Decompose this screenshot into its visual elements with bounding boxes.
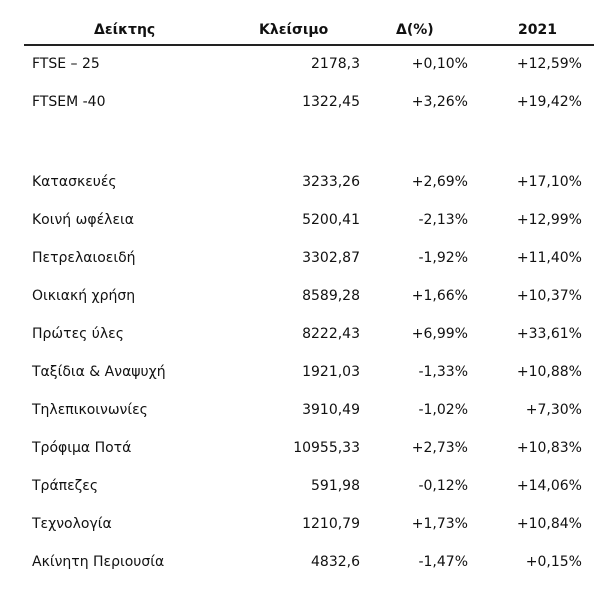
group-spacer	[24, 124, 594, 166]
row-index-name: FTSEM -40	[32, 94, 106, 110]
table-row: Πετρελαιοειδή 3302,87 -1,92% +11,40%	[24, 242, 594, 280]
row-change-value: +1,73%	[411, 516, 468, 532]
row-change-value: -0,12%	[418, 478, 468, 494]
row-ytd-value: +10,83%	[516, 440, 582, 456]
row-ytd-value: +33,61%	[516, 326, 582, 342]
main-indices-group: FTSE – 25 2178,3 +0,10% +12,59% FTSEM -4…	[24, 46, 594, 124]
table-row: Ακίνητη Περιουσία 4832,6 -1,47% +0,15%	[24, 546, 594, 584]
row-change-value: -1,02%	[418, 402, 468, 418]
header-close: Κλείσιμο	[259, 22, 329, 38]
row-index-name: Τεχνολογία	[32, 516, 112, 532]
row-close-value: 1210,79	[302, 516, 360, 532]
row-index-name: Ακίνητη Περιουσία	[32, 554, 165, 570]
row-ytd-value: +0,15%	[525, 554, 582, 570]
row-ytd-value: +10,37%	[516, 288, 582, 304]
table-header: Δείκτης Κλείσιμο Δ(%) 2021	[24, 0, 594, 46]
row-change-value: +3,26%	[411, 94, 468, 110]
row-change-value: -1,33%	[418, 364, 468, 380]
row-change-value: -2,13%	[418, 212, 468, 228]
row-close-value: 3233,26	[302, 174, 360, 190]
row-close-value: 5200,41	[302, 212, 360, 228]
row-index-name: Τηλεπικοινωνίες	[32, 402, 148, 418]
row-ytd-value: +10,88%	[516, 364, 582, 380]
row-close-value: 3910,49	[302, 402, 360, 418]
table-row: Τρόφιμα Ποτά 10955,33 +2,73% +10,83%	[24, 432, 594, 470]
row-index-name: Τρόφιμα Ποτά	[32, 440, 132, 456]
row-close-value: 1322,45	[302, 94, 360, 110]
row-index-name: Πρώτες ύλες	[32, 326, 124, 342]
row-index-name: Οικιακή χρήση	[32, 288, 136, 304]
row-ytd-value: +19,42%	[516, 94, 582, 110]
row-ytd-value: +7,30%	[525, 402, 582, 418]
row-change-value: -1,92%	[418, 250, 468, 266]
row-close-value: 1921,03	[302, 364, 360, 380]
row-index-name: Πετρελαιοειδή	[32, 250, 136, 266]
header-change: Δ(%)	[396, 22, 434, 38]
table-row: FTSE – 25 2178,3 +0,10% +12,59%	[24, 48, 594, 86]
row-change-value: +2,69%	[411, 174, 468, 190]
row-ytd-value: +12,99%	[516, 212, 582, 228]
row-ytd-value: +11,40%	[516, 250, 582, 266]
row-change-value: +1,66%	[411, 288, 468, 304]
table-row: Τηλεπικοινωνίες 3910,49 -1,02% +7,30%	[24, 394, 594, 432]
row-change-value: +6,99%	[411, 326, 468, 342]
index-table: Δείκτης Κλείσιμο Δ(%) 2021 FTSE – 25 217…	[24, 0, 594, 584]
row-close-value: 591,98	[311, 478, 360, 494]
row-ytd-value: +14,06%	[516, 478, 582, 494]
table-row: FTSEM -40 1322,45 +3,26% +19,42%	[24, 86, 594, 124]
row-close-value: 3302,87	[302, 250, 360, 266]
table-row: Τεχνολογία 1210,79 +1,73% +10,84%	[24, 508, 594, 546]
row-index-name: Κατασκευές	[32, 174, 117, 190]
row-ytd-value: +10,84%	[516, 516, 582, 532]
table-row: Τράπεζες 591,98 -0,12% +14,06%	[24, 470, 594, 508]
sectors-group: Κατασκευές 3233,26 +2,69% +17,10% Κοινή …	[24, 166, 594, 584]
row-index-name: Τράπεζες	[32, 478, 99, 494]
table-row: Κατασκευές 3233,26 +2,69% +17,10%	[24, 166, 594, 204]
row-index-name: Ταξίδια & Αναψυχή	[32, 364, 166, 380]
header-index: Δείκτης	[94, 22, 156, 38]
table-row: Ταξίδια & Αναψυχή 1921,03 -1,33% +10,88%	[24, 356, 594, 394]
row-change-value: -1,47%	[418, 554, 468, 570]
table-row: Κοινή ωφέλεια 5200,41 -2,13% +12,99%	[24, 204, 594, 242]
row-change-value: +0,10%	[411, 56, 468, 72]
header-ytd: 2021	[518, 22, 557, 38]
row-close-value: 10955,33	[293, 440, 360, 456]
row-ytd-value: +17,10%	[516, 174, 582, 190]
row-close-value: 8589,28	[302, 288, 360, 304]
row-ytd-value: +12,59%	[516, 56, 582, 72]
row-index-name: Κοινή ωφέλεια	[32, 212, 134, 228]
row-close-value: 4832,6	[311, 554, 360, 570]
row-close-value: 8222,43	[302, 326, 360, 342]
row-index-name: FTSE – 25	[32, 56, 100, 72]
table-row: Πρώτες ύλες 8222,43 +6,99% +33,61%	[24, 318, 594, 356]
row-close-value: 2178,3	[311, 56, 360, 72]
table-row: Οικιακή χρήση 8589,28 +1,66% +10,37%	[24, 280, 594, 318]
row-change-value: +2,73%	[411, 440, 468, 456]
